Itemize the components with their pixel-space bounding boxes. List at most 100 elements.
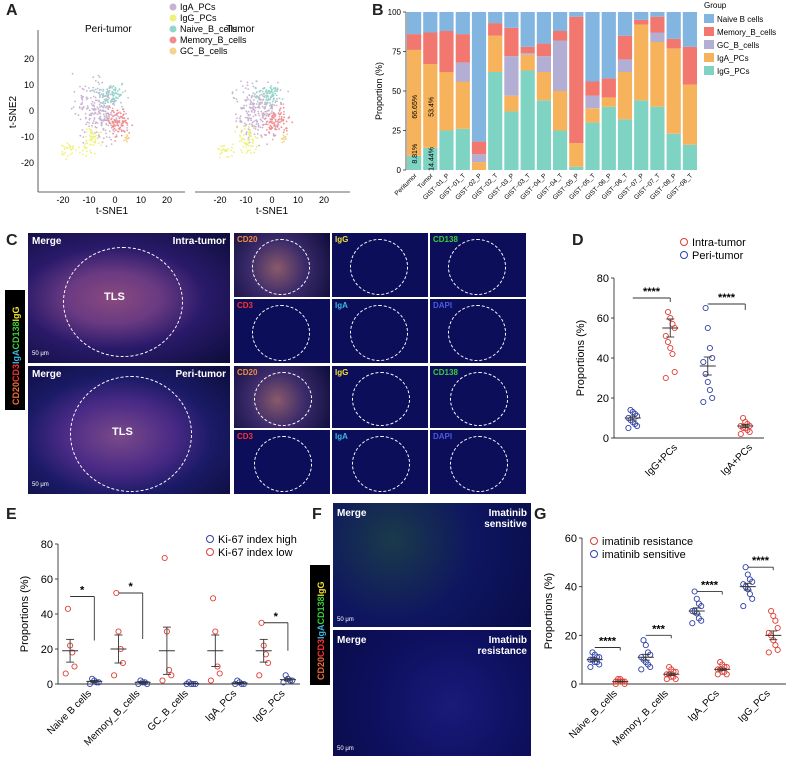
- tsne-point-naive: [272, 87, 275, 90]
- tsne-point-memory: [271, 118, 274, 121]
- tsne-point-naive: [266, 101, 269, 104]
- bar-segment: [585, 122, 600, 170]
- tsne-point-memory: [291, 121, 294, 124]
- tsne-point-iga: [100, 105, 103, 108]
- tsne-point-igg: [220, 149, 223, 152]
- bar-segment: [504, 27, 519, 57]
- data-point: [700, 358, 707, 366]
- tsne-point-iga: [260, 134, 263, 137]
- tsne-point-iga: [255, 123, 258, 126]
- tsne-point-memory: [116, 121, 119, 123]
- legend-swatch: [704, 66, 714, 75]
- tsne-point-iga: [98, 76, 101, 78]
- tsne-point-iga: [94, 112, 97, 115]
- bar-segment: [488, 35, 503, 72]
- legend-label: Naive B cells: [717, 15, 763, 24]
- tsne-point-memory: [120, 134, 123, 137]
- tsne-point-iga: [98, 91, 101, 94]
- tsne-point-iga: [245, 99, 248, 101]
- data-point: [744, 571, 751, 578]
- svg-text:Naive_B_cells: Naive_B_cells: [180, 24, 238, 34]
- legend-dot-iga: [169, 3, 177, 11]
- tsne-point-naive: [266, 99, 269, 102]
- bar-segment: [666, 38, 681, 49]
- tsne-point-iga: [247, 88, 250, 90]
- tsne-point-naive: [105, 98, 108, 101]
- tsne-legend: IgA_PCs IgG_PCs Naive_B_cells Memory_B_c…: [169, 2, 247, 56]
- data-point: [774, 646, 781, 653]
- y-tick-label: 60: [41, 574, 53, 586]
- tsne-point-igg: [64, 146, 67, 149]
- panel-c-channel-label: CD20CD3IgACD138IgG: [5, 290, 25, 410]
- tsne-point-iga: [247, 128, 250, 131]
- panel-f-channel-label: CD20CD3IgACD138IgG: [310, 565, 330, 685]
- micro-imatinib-sensitive: Merge Imatinib sensitive 50 μm: [333, 503, 531, 627]
- tsne-point-naive: [106, 100, 109, 102]
- tsne-point-memory: [113, 119, 116, 122]
- data-point: [662, 374, 669, 382]
- data-point: [638, 666, 645, 673]
- tsne-point-naive: [270, 96, 273, 98]
- tsne-point-iga: [103, 98, 106, 101]
- tsne-point-igg: [94, 135, 97, 138]
- bar-segment: [634, 24, 649, 101]
- tsne-point-iga: [235, 120, 238, 123]
- bar-segment: [439, 12, 454, 31]
- tsne-point-iga: [232, 96, 235, 99]
- data-point: [671, 368, 678, 376]
- tsne-point-iga: [101, 93, 103, 96]
- tsne-point-iga: [246, 84, 249, 87]
- tsne-point-iga: [88, 114, 91, 117]
- data-point: [774, 624, 781, 632]
- legend-dot-naive: [169, 25, 177, 33]
- tsne-point-naive: [258, 90, 261, 93]
- tsne-point-igg: [227, 155, 230, 158]
- tsne-point-iga: [283, 110, 285, 113]
- tsne-point-iga: [84, 112, 87, 115]
- tsne-point-igg: [91, 126, 94, 128]
- tsne-point-iga: [251, 82, 254, 85]
- tsne-point-naive: [102, 100, 105, 103]
- tsne-point-iga: [94, 122, 97, 125]
- bar-segment: [504, 12, 519, 28]
- bar-segment: [536, 43, 551, 57]
- tsne-point-igg: [90, 135, 93, 138]
- tsne-point-iga: [105, 123, 108, 126]
- tsne-point-iga: [261, 105, 264, 108]
- tsne-point-iga: [115, 117, 118, 120]
- tsne-point-iga: [253, 95, 256, 98]
- tsne-point-iga: [247, 117, 249, 119]
- tsne-point-memory: [274, 118, 277, 121]
- tsne-point-memory: [265, 121, 268, 123]
- tsne-point-iga: [241, 85, 244, 87]
- bar-segment: [504, 111, 519, 170]
- data-point: [689, 620, 696, 627]
- tsne-point-naive: [270, 90, 272, 93]
- tsne-point-iga: [82, 136, 85, 138]
- tsne-point-gc: [126, 134, 129, 136]
- micro-imatinib-resistance: Merge Imatinib resistance 50 μm: [333, 630, 531, 756]
- data-point: [258, 619, 265, 626]
- tsne-point-iga: [258, 102, 261, 105]
- data-point: [113, 589, 120, 597]
- tsne-point-memory: [268, 131, 270, 134]
- tsne-point-memory: [114, 121, 117, 124]
- tsne-point-iga: [234, 113, 237, 116]
- tsne-point-iga: [271, 138, 274, 141]
- tsne-point-naive: [121, 105, 123, 108]
- x-tick-label: Memory_B_cells: [611, 688, 671, 748]
- tsne-point-naive: [275, 94, 278, 97]
- tsne-point-memory: [265, 134, 267, 136]
- tsne-point-iga: [260, 110, 263, 113]
- tsne-point-iga: [249, 114, 251, 116]
- tsne-point-iga: [119, 111, 121, 114]
- tsne-point-gc: [126, 140, 128, 143]
- tsne-point-igg: [218, 148, 221, 151]
- bar-segment: [423, 147, 438, 170]
- tsne-point-igg: [85, 139, 88, 142]
- tsne-point-igg: [248, 125, 250, 128]
- tsne-point-igg: [85, 128, 88, 131]
- micro-merge-peri: Merge Peri-tumor TLS 50 μm: [28, 366, 230, 494]
- y-tick-label: 0: [603, 433, 609, 445]
- tsne-point-iga: [244, 124, 247, 127]
